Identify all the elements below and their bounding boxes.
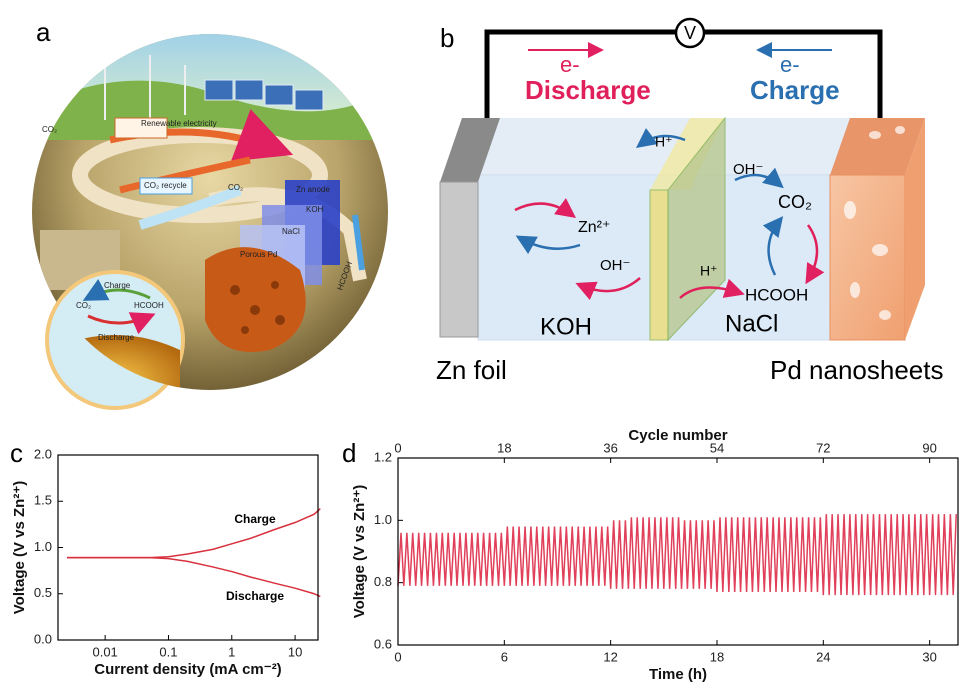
label: CO₂ recycle — [144, 181, 187, 190]
x2-axis-label: Cycle number — [628, 427, 727, 444]
x-tick-label: 1 — [228, 644, 235, 659]
series-line — [397, 514, 957, 596]
label: CO₂ — [228, 183, 243, 192]
y-tick-label: 0.0 — [34, 631, 52, 646]
ion: OH⁻ — [733, 161, 763, 178]
x-tick-label: 6 — [501, 649, 508, 664]
label: KOH — [306, 205, 324, 214]
panel-b: V e- Discharge e- Charge H⁺ OH⁻ Zn²⁺ OH⁻… — [436, 17, 943, 385]
x-tick-label: 24 — [816, 649, 830, 664]
x2-tick-label: 72 — [816, 440, 830, 455]
x-tick-label: 0.1 — [159, 644, 177, 659]
y-axis-label: Voltage (V vs Zn²⁺) — [351, 485, 368, 618]
electron: e- — [780, 52, 800, 77]
panel-a: Renewable electricity CO₂ recycle CO₂ Zn… — [32, 34, 388, 410]
x-axis-label: Current density (mA cm⁻²) — [94, 661, 281, 678]
label: Renewable electricity — [141, 119, 217, 128]
panel-label: d — [342, 438, 356, 468]
label: Zn anode — [296, 185, 330, 194]
electrode: Pd nanosheets — [770, 355, 943, 385]
panel-label: c — [10, 438, 23, 468]
series-label: Discharge — [226, 589, 284, 603]
x2-tick-label: 18 — [497, 440, 511, 455]
label: Porous Pd — [240, 250, 277, 259]
label: CO₂ — [42, 125, 57, 134]
ion: HCOOH — [745, 285, 808, 304]
series-line — [67, 508, 321, 559]
y-tick-label: 1.0 — [34, 539, 52, 554]
plot-frame — [397, 457, 959, 646]
electrolyte: KOH — [540, 313, 592, 340]
ion: CO₂ — [778, 192, 812, 212]
label: NaCl — [282, 227, 300, 236]
label: CO₂ — [76, 301, 91, 310]
y-tick-label: 0.5 — [34, 585, 52, 600]
electrolyte: NaCl — [725, 310, 778, 337]
ion: H⁺ — [700, 263, 718, 279]
x2-tick-label: 36 — [603, 440, 617, 455]
panel-label: b — [440, 23, 454, 53]
x-tick-label: 0.01 — [92, 644, 117, 659]
y-tick-label: 2.0 — [34, 446, 52, 461]
electrode: Zn foil — [436, 355, 507, 385]
panel-label: a — [36, 17, 51, 47]
ion: H⁺ — [655, 134, 673, 150]
y-tick-label: 0.8 — [374, 574, 392, 589]
electron: e- — [560, 52, 580, 77]
series-label: Charge — [234, 512, 276, 526]
x-tick-label: 30 — [922, 649, 936, 664]
x2-tick-label: 54 — [710, 440, 724, 455]
series-line — [67, 556, 321, 598]
x-tick-label: 18 — [710, 649, 724, 664]
x2-tick-label: 0 — [394, 440, 401, 455]
label: HCOOH — [134, 301, 164, 310]
x-axis-label: Time (h) — [649, 666, 707, 683]
label: Discharge — [98, 333, 135, 342]
ion: Zn²⁺ — [578, 219, 610, 236]
charge-label: Charge — [750, 75, 840, 105]
y-tick-label: 1.5 — [34, 493, 52, 508]
plot-frame — [57, 454, 319, 641]
y-tick-label: 0.6 — [374, 636, 392, 651]
x-tick-label: 12 — [603, 649, 617, 664]
voltmeter: V — [684, 23, 696, 43]
label: Charge — [104, 281, 131, 290]
y-axis-label: Voltage (V vs Zn²⁺) — [11, 481, 28, 614]
y-tick-label: 1.0 — [374, 512, 392, 527]
ion: OH⁻ — [600, 257, 630, 274]
x-tick-label: 10 — [288, 644, 302, 659]
x2-tick-label: 90 — [922, 440, 936, 455]
discharge-label: Discharge — [525, 75, 651, 105]
y-tick-label: 1.2 — [374, 449, 392, 464]
x-tick-label: 0 — [394, 649, 401, 664]
